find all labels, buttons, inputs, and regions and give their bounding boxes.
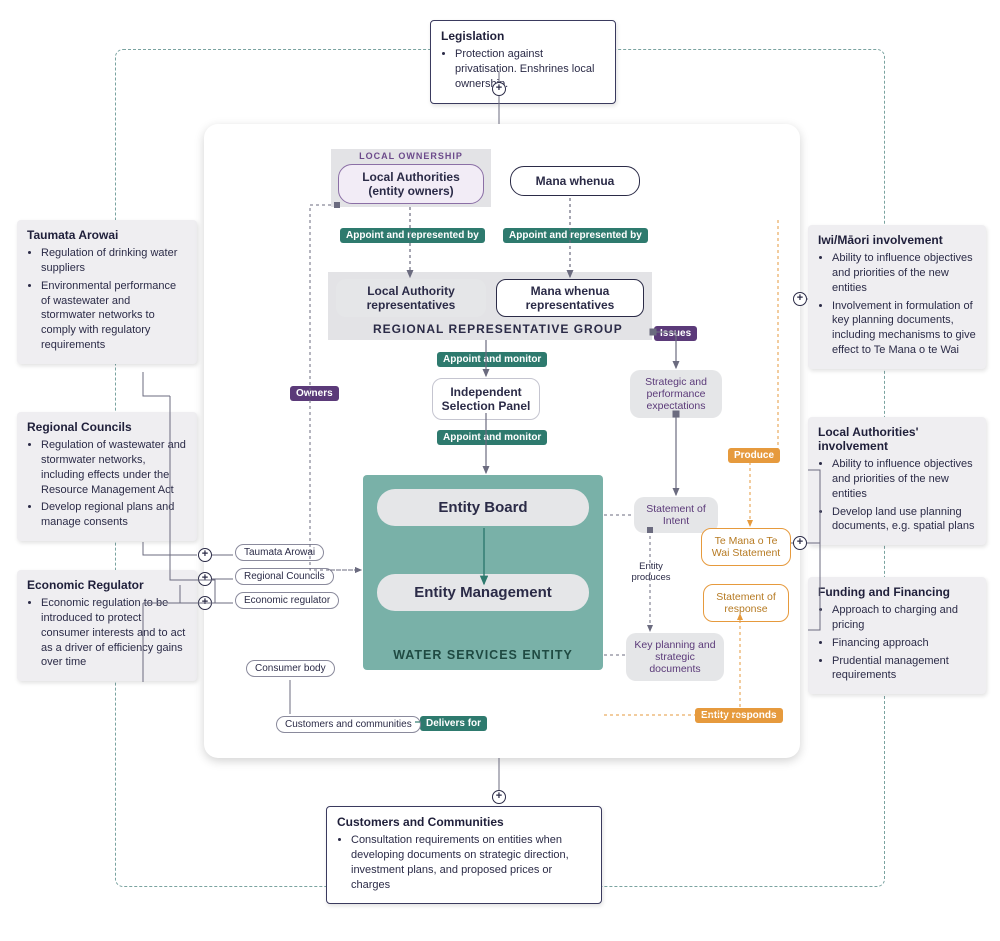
legislation-item: Protection against privatisation. Enshri… (455, 47, 605, 92)
funding-item-1: Financing approach (832, 636, 976, 651)
funding-title: Funding and Financing (818, 585, 976, 599)
plus-top: + (492, 82, 506, 96)
entity-mgmt: Entity Management (377, 574, 589, 611)
plus-right-1: + (793, 292, 807, 306)
entity-responds-tag: Entity responds (695, 708, 783, 723)
la-title: Local Authorities' involvement (818, 425, 976, 453)
iwi-box: Iwi/Māori involvement Ability to influen… (808, 225, 986, 369)
rc-pill: Regional Councils (235, 568, 334, 585)
regional-item-0: Regulation of wastewater and stormwater … (41, 438, 187, 497)
la-box: Local Authorities' involvement Ability t… (808, 417, 986, 545)
la-reps-pill: Local Authority representatives (336, 279, 486, 317)
la-item-1: Develop land use planning documents, e.g… (832, 505, 976, 535)
la-item-0: Ability to influence objectives and prio… (832, 457, 976, 502)
economic-item-0: Economic regulation to be introduced to … (41, 596, 187, 670)
plus-left-3: + (198, 596, 212, 610)
funding-item-0: Approach to charging and pricing (832, 603, 976, 633)
local-ownership-label: LOCAL OWNERSHIP (331, 151, 491, 161)
mana-whenua-pill: Mana whenua (510, 166, 640, 196)
wse-block: Entity Board Entity Management WATER SER… (363, 475, 603, 670)
cb-pill: Consumer body (246, 660, 335, 677)
plus-right-2: + (793, 536, 807, 550)
iwi-title: Iwi/Māori involvement (818, 233, 976, 247)
taumata-item-0: Regulation of drinking water suppliers (41, 246, 187, 276)
issues-tag: Issues (654, 326, 697, 341)
delivers-for-tag: Delivers for (420, 716, 487, 731)
cc-pill: Customers and communities (276, 716, 421, 733)
regional-title: Regional Councils (27, 420, 187, 434)
plus-left-1: + (198, 548, 212, 562)
local-authorities-pill: Local Authorities (entity owners) (338, 164, 484, 204)
economic-title: Economic Regulator (27, 578, 187, 592)
appoint-rep-left: Appoint and represented by (340, 228, 485, 243)
produce-tag: Produce (728, 448, 780, 463)
regional-box: Regional Councils Regulation of wastewat… (17, 412, 197, 541)
customers-box: Customers and Communities Consultation r… (326, 806, 602, 904)
taumata-box: Taumata Arowai Regulation of drinking wa… (17, 220, 197, 364)
appoint-monitor-2: Appoint and monitor (437, 430, 547, 445)
appoint-rep-right: Appoint and represented by (503, 228, 648, 243)
funding-item-2: Prudential management requirements (832, 654, 976, 684)
iwi-item-1: Involvement in formulation of key planni… (832, 299, 976, 358)
entity-board: Entity Board (377, 489, 589, 526)
isp-box: Independent Selection Panel (432, 378, 540, 420)
iwi-item-0: Ability to influence objectives and prio… (832, 251, 976, 296)
sor-box: Statement of response (703, 584, 789, 622)
economic-box: Economic Regulator Economic regulation t… (17, 570, 197, 681)
taumata-title: Taumata Arowai (27, 228, 187, 242)
legislation-box: Legislation Protection against privatisa… (430, 20, 616, 104)
customers-title: Customers and Communities (337, 815, 591, 829)
plus-left-2: + (198, 572, 212, 586)
legislation-title: Legislation (441, 29, 605, 43)
mw-reps-pill: Mana whenua representatives (496, 279, 644, 317)
funding-box: Funding and Financing Approach to chargi… (808, 577, 986, 694)
owners-tag: Owners (290, 386, 339, 401)
plus-bottom: + (492, 790, 506, 804)
appoint-monitor-1: Appoint and monitor (437, 352, 547, 367)
regional-item-1: Develop regional plans and manage consen… (41, 500, 187, 530)
te-mana-box: Te Mana o Te Wai Statement (701, 528, 791, 566)
key-planning-box: Key planning and strategic documents (626, 633, 724, 681)
strategic-box: Strategic and performance expectations (630, 370, 722, 418)
er-pill: Economic regulator (235, 592, 339, 609)
wse-title: WATER SERVICES ENTITY (363, 648, 603, 662)
entity-produces-label: Entity produces (626, 561, 676, 584)
taumata-item-1: Environmental performance of wastewater … (41, 279, 187, 353)
ta-pill: Taumata Arowai (235, 544, 324, 561)
soi-box: Statement of Intent (634, 497, 718, 533)
customers-item-0: Consultation requirements on entities wh… (351, 833, 591, 892)
rrg-title: REGIONAL REPRESENTATIVE GROUP (373, 322, 623, 336)
